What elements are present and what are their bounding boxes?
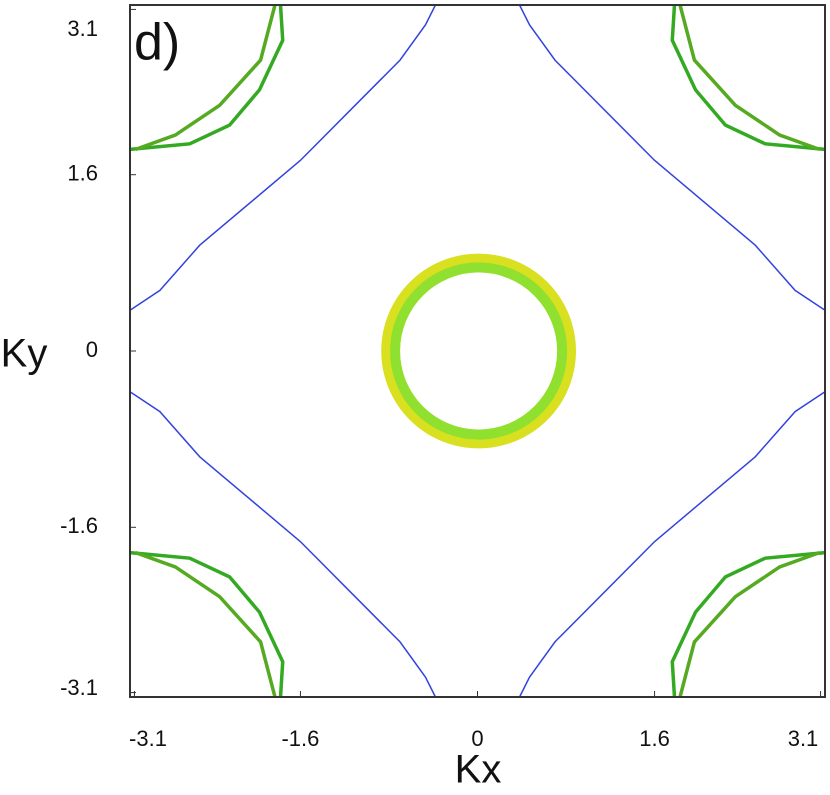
x-tick-label: 3.1	[788, 726, 819, 751]
contour-line	[134, 4, 277, 151]
x-tick-label: 1.6	[639, 726, 670, 751]
y-tick-label: -1.6	[60, 513, 98, 538]
plot-frame	[129, 4, 826, 698]
contour-line	[129, 4, 285, 152]
fermi-ring	[381, 253, 576, 449]
y-tick-label: -3.1	[60, 675, 98, 700]
contour-line	[129, 4, 437, 311]
x-axis-label: Kx	[455, 748, 502, 792]
fermi-ring-edge	[390, 262, 568, 440]
x-tick-label: 0	[471, 726, 483, 751]
y-tick-label: 1.6	[67, 161, 98, 186]
contour-line	[518, 391, 826, 698]
y-tick-label: 0	[86, 337, 98, 362]
contour-line	[670, 4, 826, 152]
panel-label: d)	[134, 14, 180, 72]
contour-line	[670, 550, 826, 698]
x-tick-label: -3.1	[129, 726, 167, 751]
y-axis-label: Ky	[1, 332, 48, 376]
x-tick-label: -1.6	[281, 726, 319, 751]
contour-line	[518, 4, 826, 311]
contour-line	[678, 4, 821, 151]
contour-line	[129, 391, 437, 698]
contour-line	[129, 550, 285, 698]
contour-line	[134, 551, 277, 698]
contour-line	[678, 551, 821, 698]
y-tick-label: 3.1	[67, 16, 98, 41]
